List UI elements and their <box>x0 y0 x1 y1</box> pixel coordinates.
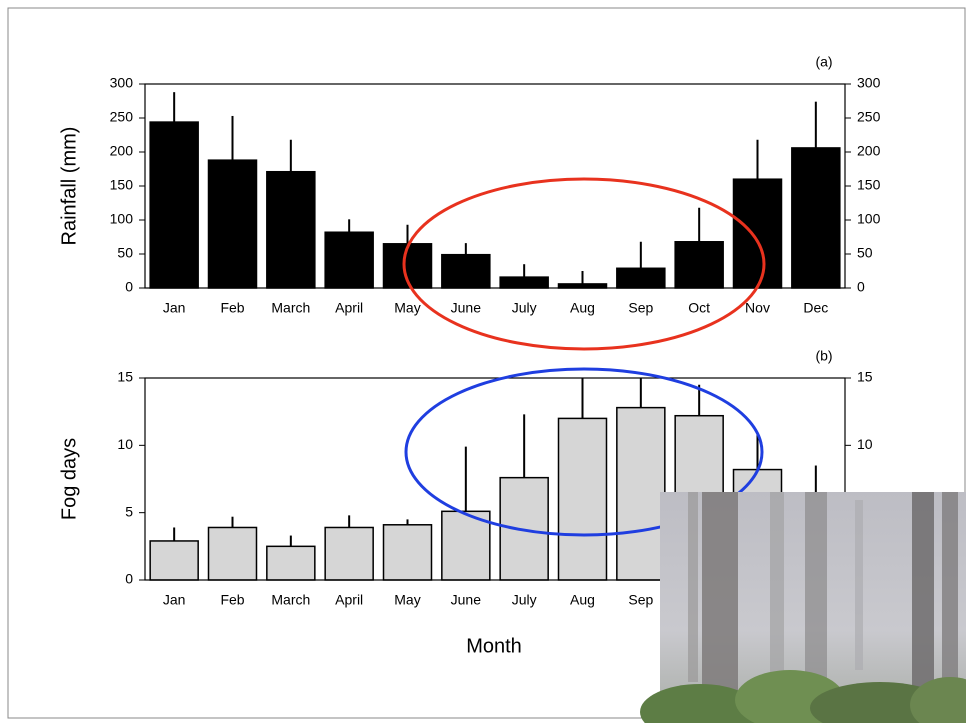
x-tick-label: Oct <box>688 300 710 316</box>
x-tick-label: Nov <box>745 300 770 316</box>
bar <box>150 122 198 288</box>
y-tick-label: 250 <box>110 109 134 125</box>
bar <box>617 268 665 288</box>
y2-tick-label: 100 <box>857 211 881 227</box>
bar <box>559 284 607 288</box>
panel-title: (b) <box>815 348 832 364</box>
bar <box>734 179 782 288</box>
y-tick-label: 5 <box>125 503 133 519</box>
y2-tick-label: 150 <box>857 177 881 193</box>
x-tick-label: June <box>451 592 482 608</box>
x-tick-label: Aug <box>570 592 595 608</box>
bar <box>617 408 665 580</box>
x-tick-label: April <box>335 300 363 316</box>
y-tick-label: 50 <box>117 245 133 261</box>
y2-tick-label: 50 <box>857 245 873 261</box>
bar <box>267 172 315 288</box>
x-tick-label: Jan <box>163 592 186 608</box>
y2-tick-label: 200 <box>857 143 881 159</box>
x-tick-label: Sep <box>628 592 653 608</box>
x-tick-label: March <box>271 592 310 608</box>
y2-tick-label: 250 <box>857 109 881 125</box>
y-axis-title: Rainfall (mm) <box>58 127 80 246</box>
x-tick-label: Feb <box>220 592 244 608</box>
bar <box>442 255 490 288</box>
x-tick-label: Dec <box>803 300 828 316</box>
x-tick-label: June <box>451 300 482 316</box>
x-tick-label: Sep <box>628 300 653 316</box>
x-tick-label: July <box>512 592 537 608</box>
y2-tick-label: 10 <box>857 436 873 452</box>
y-tick-label: 100 <box>110 211 134 227</box>
bar <box>325 527 373 580</box>
fog-photo <box>640 492 966 723</box>
bar <box>675 242 723 288</box>
y-axis-title: Fog days <box>58 438 80 520</box>
y-tick-label: 200 <box>110 143 134 159</box>
bar <box>150 541 198 580</box>
y-tick-label: 300 <box>110 75 134 91</box>
y-tick-label: 0 <box>125 571 133 587</box>
x-tick-label: Feb <box>220 300 244 316</box>
y-tick-label: 10 <box>117 436 133 452</box>
bar <box>325 232 373 288</box>
y-tick-label: 0 <box>125 279 133 295</box>
y2-tick-label: 0 <box>857 279 865 295</box>
panel-title: (a) <box>815 54 832 70</box>
y2-tick-label: 15 <box>857 369 873 385</box>
bar <box>267 546 315 580</box>
x-axis-title: Month <box>466 635 522 657</box>
y-tick-label: 150 <box>110 177 134 193</box>
bar <box>209 527 257 580</box>
bar <box>559 418 607 580</box>
x-tick-label: March <box>271 300 310 316</box>
x-tick-label: Jan <box>163 300 186 316</box>
y-tick-label: 15 <box>117 369 133 385</box>
y2-tick-label: 300 <box>857 75 881 91</box>
bar <box>500 277 548 288</box>
x-tick-label: Aug <box>570 300 595 316</box>
x-tick-label: May <box>394 592 420 608</box>
x-tick-label: July <box>512 300 537 316</box>
bar <box>792 148 840 288</box>
bar <box>209 160 257 288</box>
bar <box>384 525 432 580</box>
x-tick-label: May <box>394 300 420 316</box>
x-tick-label: April <box>335 592 363 608</box>
chart: 050100150200250300050100150200250300JanF… <box>0 0 966 723</box>
